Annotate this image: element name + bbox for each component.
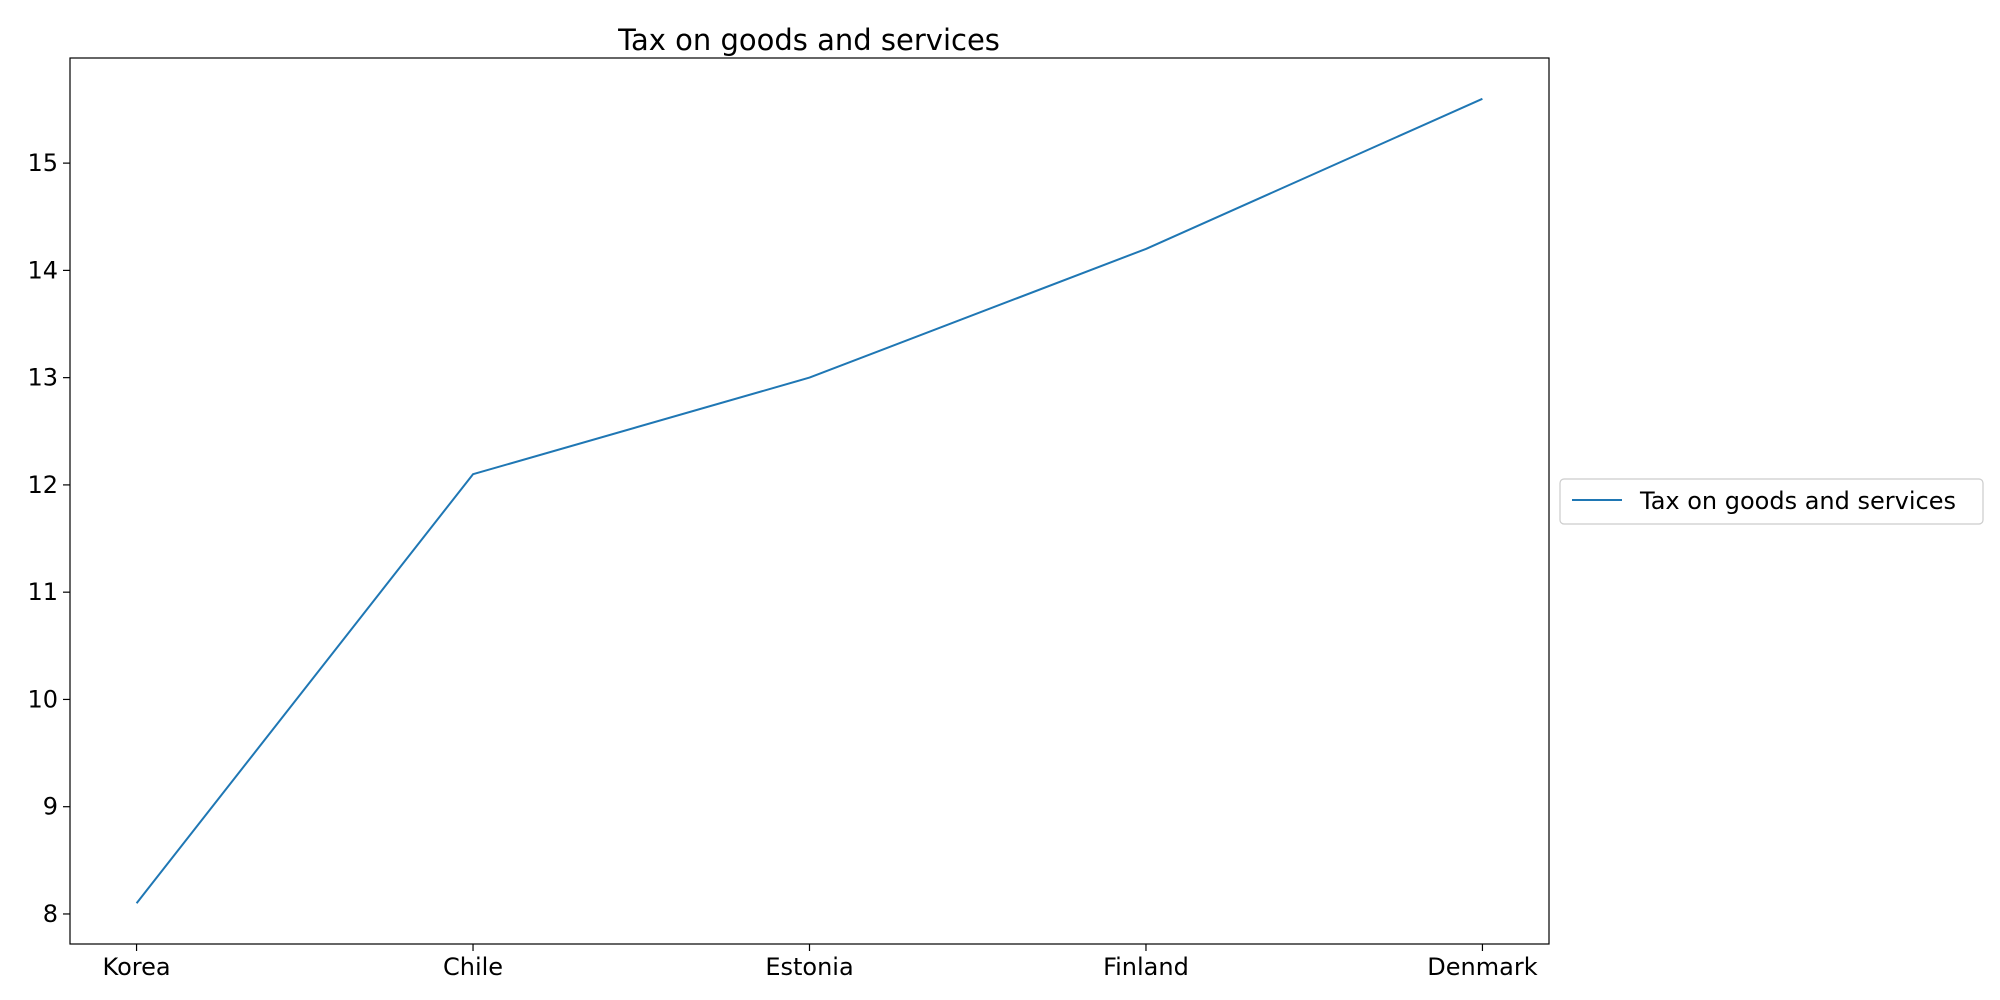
- y-tick-label: 8: [43, 900, 58, 928]
- y-tick-label: 15: [27, 149, 58, 177]
- x-tick-label: Finland: [1103, 953, 1189, 981]
- axes-frame: [69, 57, 1550, 945]
- plot-area: 8 9 10 11 12 13 14 15 Korea Chile Estonia Finland D…: [27, 57, 1550, 981]
- series-layer: [135, 97, 1483, 904]
- y-tick-label: 10: [27, 685, 58, 713]
- x-tick-label: Korea: [103, 953, 171, 981]
- x-axis: Korea Chile Estonia Finland Denmark: [103, 944, 1538, 981]
- y-tick-label: 14: [27, 256, 58, 284]
- legend-label: Tax on goods and services: [1639, 487, 1956, 515]
- y-tick-label: 12: [27, 471, 58, 499]
- y-axis: 8 9 10 11 12 13 14 15: [27, 149, 70, 928]
- y-tick-label: 13: [27, 364, 58, 392]
- chart-title: Tax on goods and services: [617, 23, 1000, 57]
- series-line: [135, 97, 1483, 904]
- y-tick-label: 9: [43, 793, 58, 821]
- x-tick-label: Denmark: [1427, 953, 1537, 981]
- legend: Tax on goods and services: [1559, 478, 1984, 525]
- x-tick-label: Chile: [443, 953, 503, 981]
- x-tick-label: Estonia: [765, 953, 853, 981]
- y-tick-label: 11: [27, 578, 58, 606]
- legend-box: [1559, 478, 1984, 525]
